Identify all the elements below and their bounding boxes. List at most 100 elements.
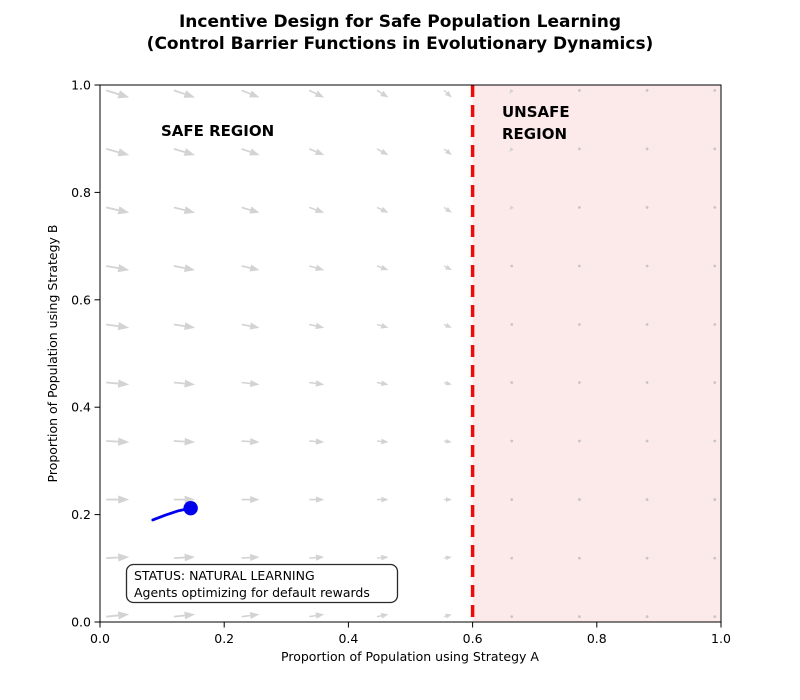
y-tick-label: 0.6 xyxy=(71,292,91,307)
flow-dot xyxy=(645,498,649,501)
flow-arrow-head xyxy=(315,206,325,213)
flow-arrow-shaft xyxy=(443,381,447,384)
flow-arrow-head xyxy=(445,206,452,213)
flow-arrow-shaft xyxy=(241,556,251,559)
flow-arrow-shaft xyxy=(308,148,317,153)
flow-arrow-head xyxy=(444,90,452,98)
flow-arrow-head xyxy=(118,495,130,504)
flow-dot xyxy=(578,264,581,268)
status-line2: Agents optimizing for default rewards xyxy=(134,585,370,600)
flow-dot xyxy=(713,498,717,501)
flow-dot xyxy=(645,88,649,92)
flow-arrow-head xyxy=(184,437,196,446)
x-tick-label: 0.8 xyxy=(587,631,607,646)
flow-arrow-head xyxy=(249,322,260,330)
flow-arrow-head xyxy=(249,264,260,272)
flow-dot xyxy=(578,381,581,384)
flow-dot xyxy=(645,381,649,384)
flow-dot xyxy=(510,556,514,560)
flow-dot xyxy=(645,147,649,151)
flow-arrow-shaft xyxy=(173,206,185,212)
flow-arrow-shaft xyxy=(443,615,447,618)
flow-arrow-shaft xyxy=(106,265,119,270)
flow-arrow-head xyxy=(183,148,196,156)
y-tick-label: 0.8 xyxy=(71,185,91,200)
flow-arrow-head xyxy=(445,497,452,502)
flow-arrow-shaft xyxy=(173,440,185,443)
flow-dot xyxy=(510,498,514,501)
flow-arrow-shaft xyxy=(173,381,185,385)
flow-arrow-head xyxy=(117,322,130,331)
flow-arrow-head xyxy=(249,90,260,98)
flow-arrow-shaft xyxy=(106,556,119,559)
flow-arrow-head xyxy=(118,437,130,446)
flow-dot xyxy=(713,556,717,560)
flow-arrow-head xyxy=(250,554,260,562)
flow-arrow-head xyxy=(314,90,325,98)
flow-arrow-shaft xyxy=(105,89,119,96)
flow-arrow-head xyxy=(250,438,260,446)
flow-dot xyxy=(645,206,649,209)
flow-arrow-head xyxy=(184,495,196,504)
flow-arrow-head xyxy=(249,206,260,214)
flow-dot xyxy=(713,147,717,151)
flow-arrow-head xyxy=(315,612,325,619)
flow-dot xyxy=(510,264,514,268)
y-axis-label: Proportion of Population using Strategy … xyxy=(45,225,60,483)
flow-arrow-shaft xyxy=(309,206,317,211)
flow-arrow-shaft xyxy=(106,614,119,618)
flow-dot xyxy=(713,88,717,92)
flow-arrow-shaft xyxy=(376,89,383,94)
flow-arrow-head xyxy=(250,496,260,504)
flow-arrow-head xyxy=(509,88,514,94)
unsafe-region-label-line2: REGION xyxy=(502,125,567,143)
flow-dot xyxy=(645,615,649,619)
x-tick-label: 0.0 xyxy=(90,631,110,646)
flow-arrow-head xyxy=(380,612,389,619)
flow-dot xyxy=(713,615,717,619)
flow-arrow-shaft xyxy=(376,148,383,153)
flow-dot xyxy=(713,264,717,268)
flow-arrow-shaft xyxy=(106,323,119,328)
flow-arrow-head xyxy=(183,206,196,215)
figure-title-line2: (Control Barrier Functions in Evolutiona… xyxy=(147,34,654,54)
flow-arrow-head xyxy=(184,379,196,388)
flow-arrow-shaft xyxy=(173,265,185,269)
flow-arrow-shaft xyxy=(106,440,119,443)
flow-arrow-head xyxy=(445,264,452,271)
flow-arrow-head xyxy=(380,380,389,387)
flow-arrow-shaft xyxy=(309,440,316,443)
flow-arrow-head xyxy=(315,264,325,271)
y-tick-label: 0.0 xyxy=(71,615,91,630)
flow-arrow-head xyxy=(314,148,325,156)
flow-arrow-head xyxy=(315,554,325,561)
flow-arrow-shaft xyxy=(241,206,251,211)
unsafe-region-fill xyxy=(472,85,721,622)
flow-arrow-head xyxy=(381,554,389,561)
x-tick-label: 0.6 xyxy=(463,631,483,646)
flow-arrow-shaft xyxy=(173,148,186,153)
y-tick-label: 0.2 xyxy=(71,507,91,522)
flow-dot xyxy=(578,323,581,326)
flow-arrow-shaft xyxy=(376,265,382,269)
flow-arrow-shaft xyxy=(309,323,317,327)
flow-arrow-shaft xyxy=(241,440,251,443)
axes-spines xyxy=(99,84,722,623)
flow-dot xyxy=(645,439,649,443)
flow-arrow-head xyxy=(315,322,325,330)
flow-arrow-head xyxy=(380,148,389,156)
x-tick-label: 0.2 xyxy=(214,631,234,646)
flow-dot xyxy=(578,147,581,151)
flow-arrow-head xyxy=(445,380,452,386)
flow-arrow-shaft xyxy=(309,556,316,559)
safe-region-label: SAFE REGION xyxy=(161,122,274,140)
flow-arrow-head xyxy=(117,206,130,215)
flow-arrow-head xyxy=(315,496,325,503)
flow-arrow-head xyxy=(249,379,260,388)
flow-arrow-head xyxy=(184,553,196,562)
flow-arrow-head xyxy=(184,611,196,620)
flow-arrow-head xyxy=(249,612,260,620)
status-box xyxy=(125,563,399,604)
flow-arrow-head xyxy=(117,148,130,157)
